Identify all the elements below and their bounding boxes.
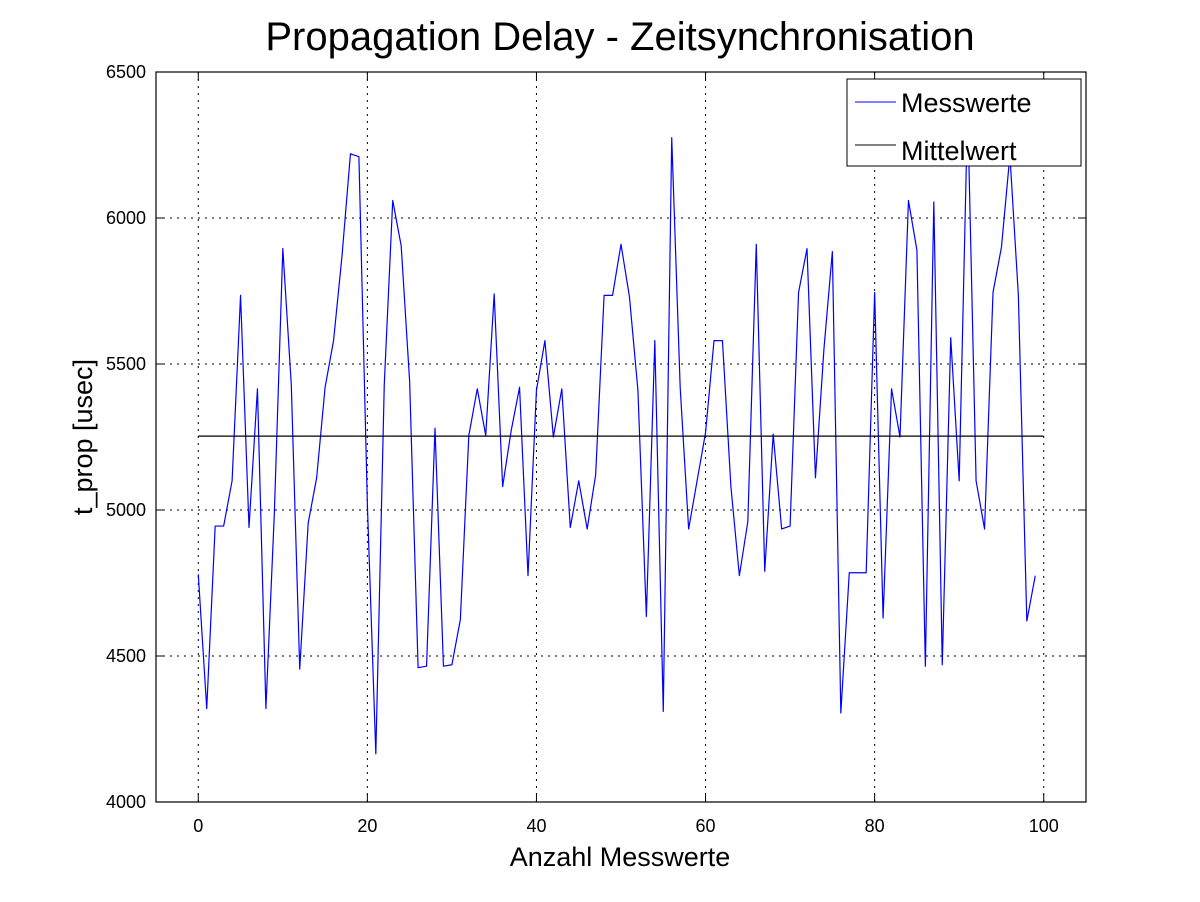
legend: Messwerte Mittelwert — [846, 78, 1082, 167]
y-axis-label: t_prop [usec] — [68, 359, 98, 515]
x-tick-label: 60 — [696, 816, 716, 836]
x-axis-label: Anzahl Messwerte — [510, 842, 731, 872]
chart-title: Propagation Delay - Zeitsynchronisation — [265, 15, 974, 59]
y-tick-label: 4500 — [106, 646, 146, 666]
legend-box — [846, 78, 1082, 167]
series-line-messwerte — [197, 106, 1036, 755]
y-tick-label: 5000 — [106, 500, 146, 520]
plot-area — [197, 106, 1044, 755]
y-tick-label: 6500 — [106, 62, 146, 82]
x-tick-label: 40 — [526, 816, 546, 836]
x-tick-label: 100 — [1029, 816, 1059, 836]
axis-ticks: 0 20 40 60 80 100 4000 4500 5000 5500 6000 6500 — [106, 62, 1086, 836]
x-tick-label: 20 — [357, 816, 377, 836]
y-tick-label: 4000 — [106, 792, 146, 812]
x-tick-label: 0 — [193, 816, 203, 836]
legend-label-mittelwert: Mittelwert — [901, 136, 1017, 166]
x-tick-label: 80 — [865, 816, 885, 836]
y-tick-label: 5500 — [106, 354, 146, 374]
legend-label-messwerte: Messwerte — [901, 88, 1032, 118]
plot-frame — [155, 71, 1087, 803]
y-tick-label: 6000 — [106, 208, 146, 228]
